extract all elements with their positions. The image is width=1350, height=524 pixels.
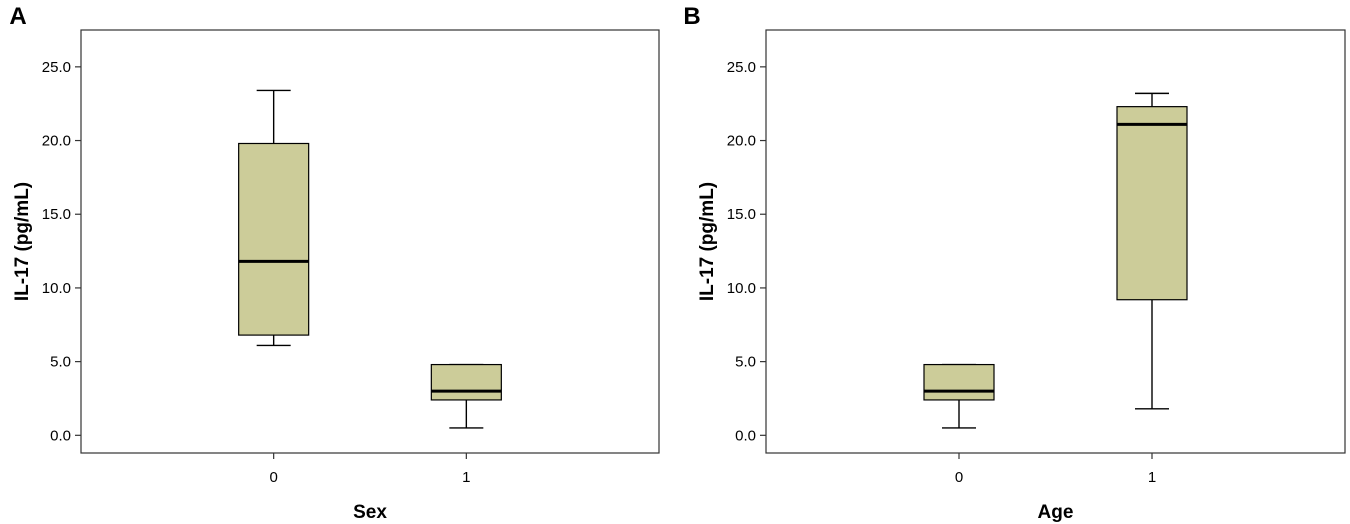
x-tick-label: 0 bbox=[955, 469, 963, 486]
y-tick-label: 25.0 bbox=[727, 59, 756, 76]
y-tick-label: 5.0 bbox=[50, 354, 71, 371]
box-group-1 bbox=[430, 363, 502, 429]
y-tick-label: 0.0 bbox=[50, 427, 71, 444]
y-tick-label: 25.0 bbox=[42, 59, 71, 76]
y-tick-label: 0.0 bbox=[735, 427, 756, 444]
y-tick-label: 10.0 bbox=[42, 280, 71, 297]
plot-frame bbox=[80, 29, 660, 454]
panel-letter: B bbox=[683, 3, 700, 30]
panel-b: B 0.0 5.0 10.0 15.0 20.0 25.0 0 1 IL-17 (pg/mL) Ag… bbox=[683, 3, 1346, 523]
panel-letter: A bbox=[9, 3, 26, 30]
iqr-box bbox=[1116, 106, 1188, 301]
iqr-box bbox=[923, 363, 995, 401]
y-tick-label: 15.0 bbox=[42, 206, 71, 223]
plot-frame bbox=[765, 29, 1346, 454]
x-tick-label: 1 bbox=[462, 469, 470, 486]
box-group-0 bbox=[238, 89, 310, 347]
x-axis-title: Sex bbox=[353, 502, 387, 523]
x-tick-label: 1 bbox=[1148, 469, 1156, 486]
x-tick-label: 0 bbox=[269, 469, 277, 486]
iqr-box bbox=[238, 142, 310, 336]
y-axis-title: IL-17 (pg/mL) bbox=[12, 182, 33, 301]
x-axis-title: Age bbox=[1038, 502, 1074, 523]
y-tick-label: 5.0 bbox=[735, 354, 756, 371]
box-group-0 bbox=[923, 363, 995, 429]
y-tick-label: 15.0 bbox=[727, 206, 756, 223]
y-tick-label: 20.0 bbox=[727, 133, 756, 150]
box-group-1 bbox=[1116, 92, 1188, 410]
panel-a: A 0.0 5.0 10.0 15.0 20.0 25.0 0 1 IL-17 (pg/mL) Se… bbox=[9, 3, 660, 523]
y-axis-title: IL-17 (pg/mL) bbox=[697, 182, 718, 301]
y-tick-label: 20.0 bbox=[42, 133, 71, 150]
iqr-box bbox=[430, 363, 502, 401]
y-tick-label: 10.0 bbox=[727, 280, 756, 297]
